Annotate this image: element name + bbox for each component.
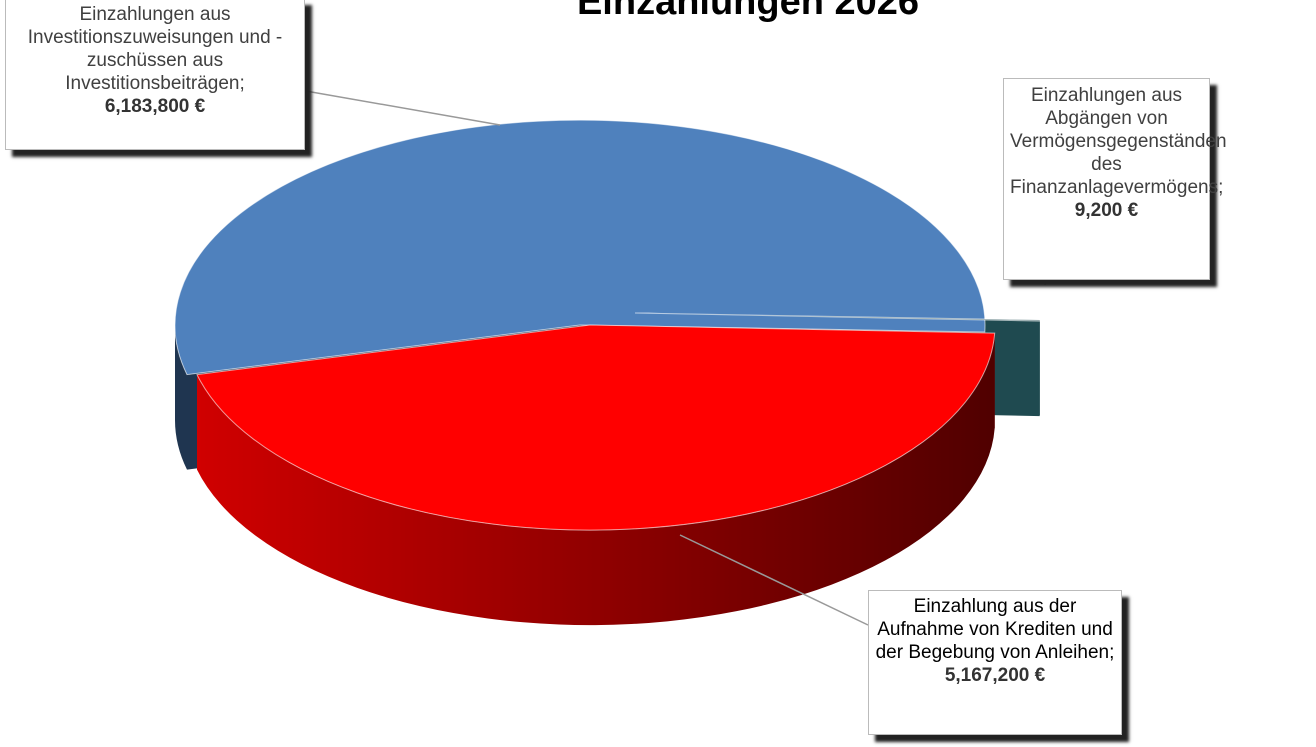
- slice-side: [197, 333, 995, 626]
- label-category: Einzahlungen aus Investitionszuweisungen…: [27, 4, 283, 94]
- pie: [174, 119, 1041, 626]
- label-value: 6,183,800 €: [104, 96, 206, 117]
- label-value: 5,167,200 €: [944, 665, 1046, 686]
- leader-line: [299, 89, 501, 126]
- label-category: Einzahlungen aus Abgängen von Vermögensg…: [1010, 85, 1227, 198]
- label-box: Einzahlung aus der Aufnahme von Krediten…: [868, 590, 1122, 735]
- leader-line: [679, 534, 869, 626]
- label-value: 9,200 €: [1074, 200, 1139, 221]
- slice: [634, 312, 1041, 322]
- label-box: Einzahlungen aus Investitionszuweisungen…: [5, 0, 305, 150]
- label-category: Einzahlung aus der Aufnahme von Krediten…: [875, 596, 1115, 663]
- slice: [174, 119, 986, 376]
- slice-side: [174, 325, 187, 470]
- label-box: Einzahlungen aus Abgängen von Vermögensg…: [1003, 78, 1227, 280]
- slice: [196, 324, 996, 531]
- chart-title: Einzahlungen 2026: [577, 0, 919, 23]
